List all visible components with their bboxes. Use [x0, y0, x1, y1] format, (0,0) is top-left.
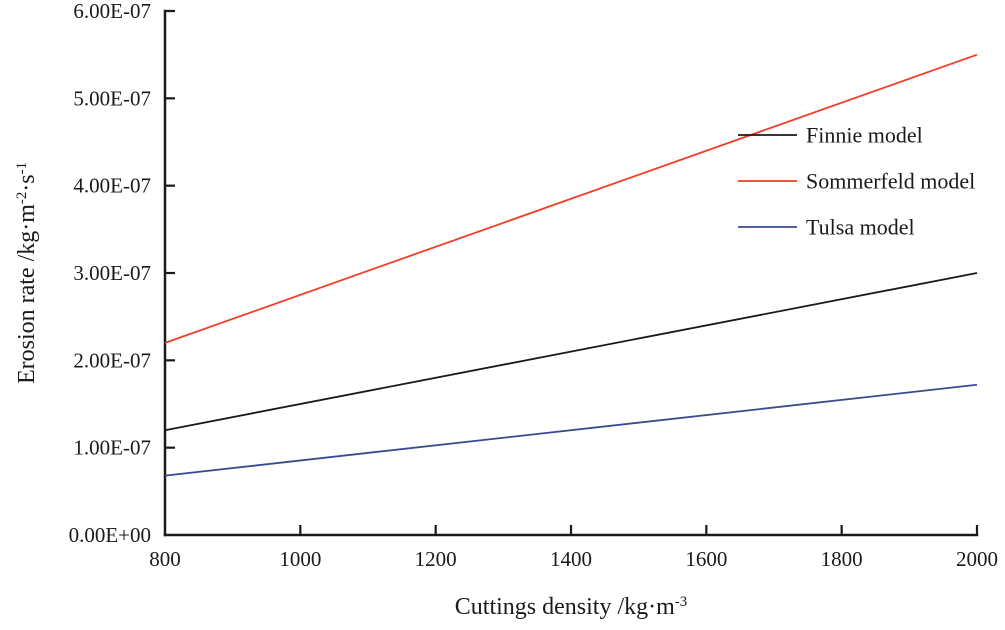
- legend-label-tulsa-model: Tulsa model: [806, 215, 915, 240]
- y-tick-label: 5.00E-07: [73, 86, 151, 110]
- tick-labels: 0.00E+00 1.00E-07 2.00E-07 3.00E-07 4.00E-07…: [69, 0, 998, 571]
- y-tick-label: 6.00E-07: [73, 0, 151, 23]
- x-tick-label: 1200: [415, 547, 457, 571]
- axis-titles: Cuttings density /kg·m-3 Erosion rate /kg…: [14, 162, 687, 620]
- legend-label-finnie-model: Finnie model: [806, 123, 923, 148]
- legend-entry-tulsa-model: Tulsa model: [738, 215, 915, 240]
- y-tick-label: 3.00E-07: [73, 261, 151, 285]
- series-lines: [164, 53, 978, 477]
- y-tick-label: 2.00E-07: [73, 348, 151, 372]
- x-tick-label: 1000: [279, 547, 321, 571]
- series-line-sommerfeld-model: [164, 53, 978, 344]
- y-tick-label: 0.00E+00: [69, 523, 151, 547]
- x-tick-label: 1400: [550, 547, 592, 571]
- y-tick-label: 4.00E-07: [73, 174, 151, 198]
- axis-ticks: [165, 9, 979, 535]
- y-axis-title: Erosion rate /kg·m-2·s-1: [14, 162, 40, 384]
- legend-entry-sommerfeld-model: Sommerfeld model: [738, 169, 975, 194]
- axes: [163, 9, 979, 537]
- x-tick-label: 800: [149, 547, 181, 571]
- x-tick-label: 1800: [821, 547, 863, 571]
- x-tick-label: 2000: [956, 547, 998, 571]
- legend-entry-finnie-model: Finnie model: [738, 123, 923, 148]
- y-tick-label: 1.00E-07: [73, 436, 151, 460]
- legend-label-sommerfeld-model: Sommerfeld model: [806, 169, 975, 194]
- x-tick-label: 1600: [685, 547, 727, 571]
- legend: Finnie model Sommerfeld model Tulsa model: [738, 123, 975, 240]
- series-line-tulsa-model: [164, 383, 978, 477]
- x-axis-title: Cuttings density /kg·m-3: [455, 594, 687, 620]
- series-line-finnie-model: [164, 272, 978, 432]
